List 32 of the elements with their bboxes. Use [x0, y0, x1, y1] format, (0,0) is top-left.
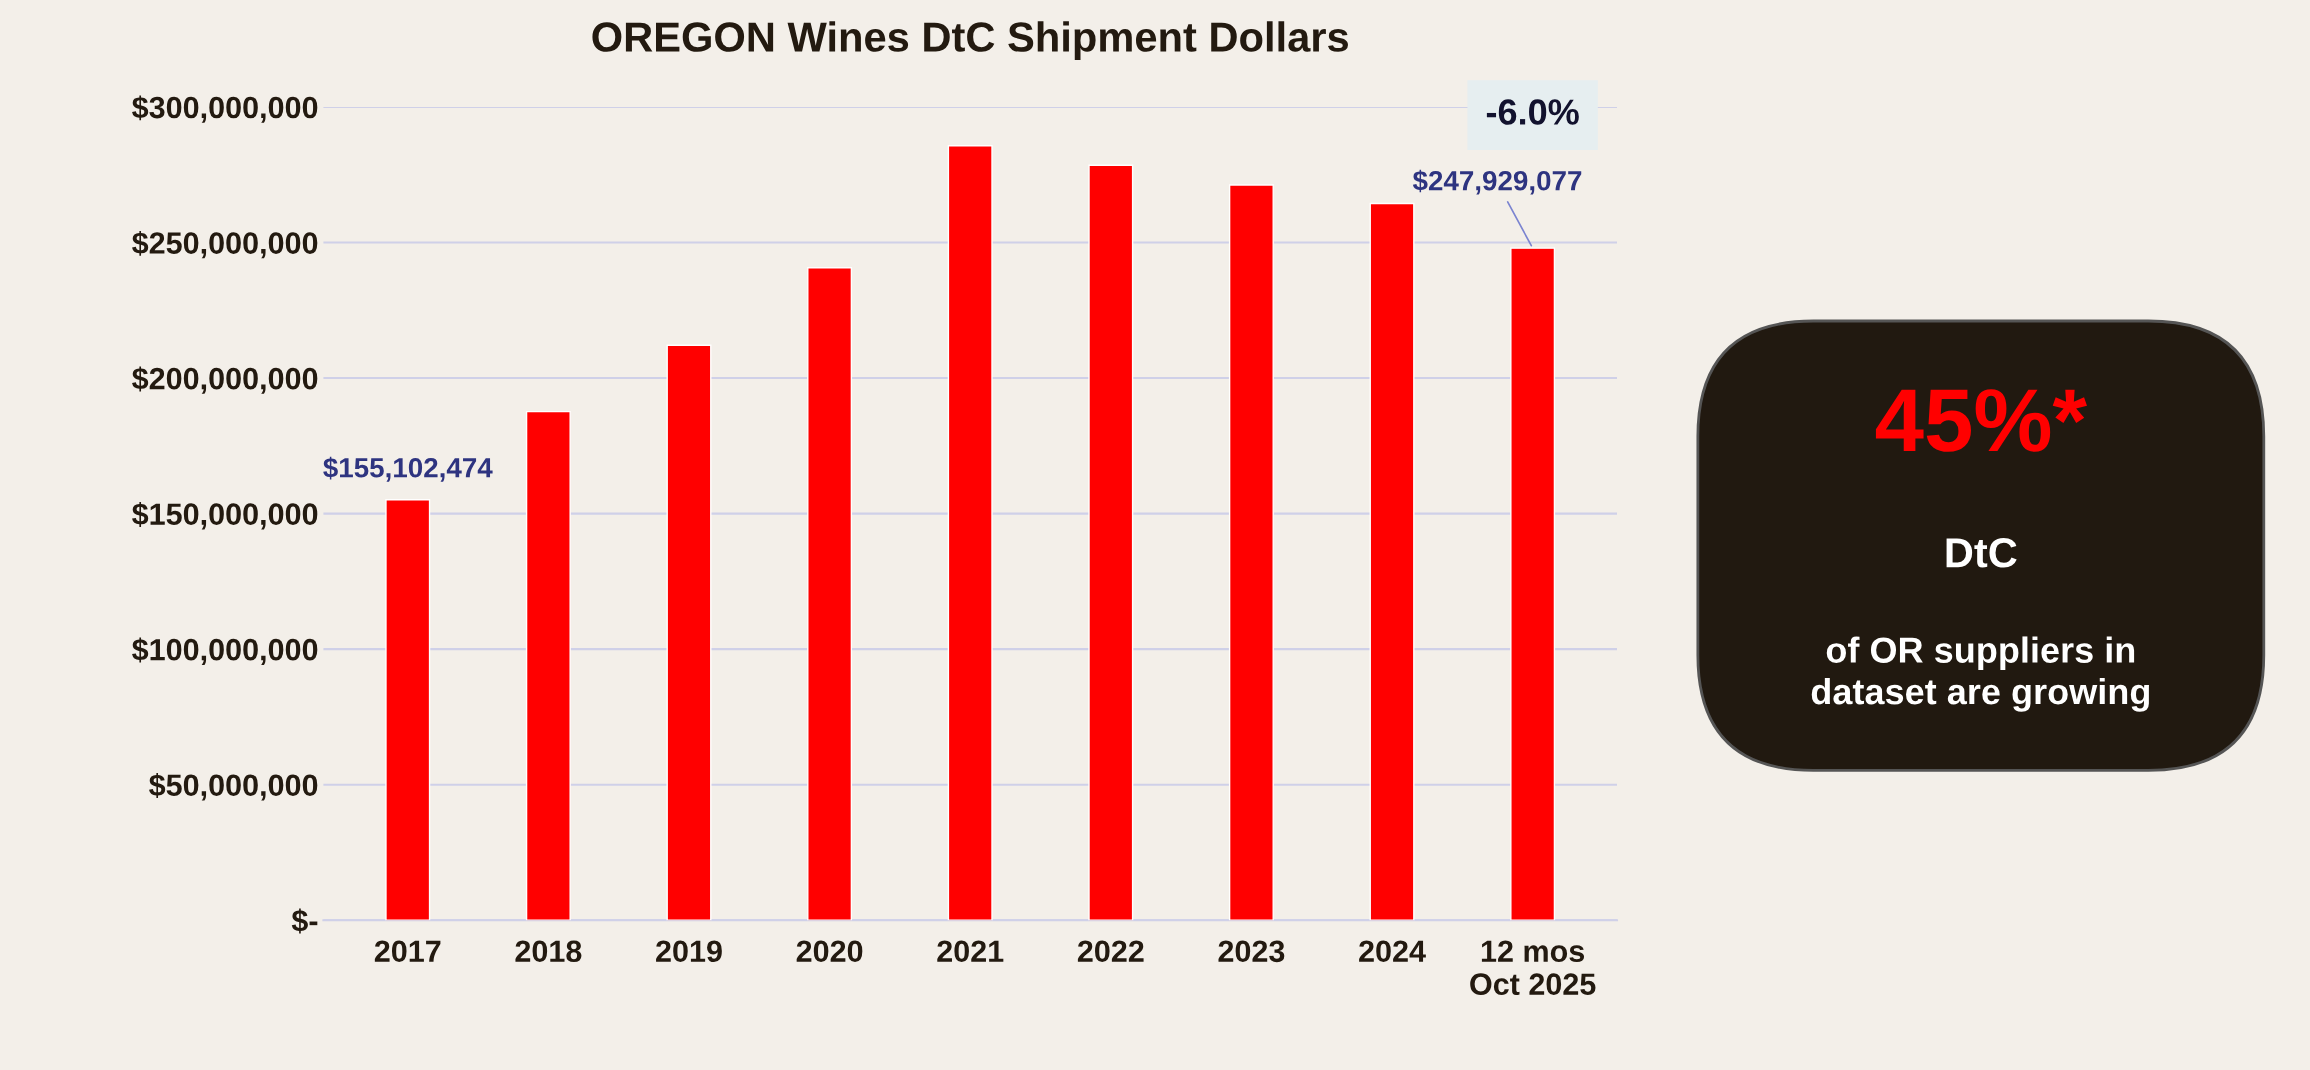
bar: [947, 145, 993, 921]
bar: [1088, 164, 1134, 921]
bar: [1369, 202, 1415, 921]
bar: [807, 267, 853, 921]
x-tick-label: 2021: [937, 940, 1004, 963]
chart-title: OREGON Wines DtC Shipment Dollars: [592, 21, 1348, 61]
x-tick-label: 2018: [515, 940, 582, 963]
x-tick-label: 12 mos Oct 2025: [1470, 940, 1596, 995]
bar: [666, 344, 712, 921]
x-tick-label: 2022: [1077, 940, 1144, 963]
bar: [1228, 184, 1274, 921]
text: of OR suppliers in dataset are growing: [1811, 636, 2149, 712]
y-tick-label: $50,000,000: [149, 773, 318, 801]
x-tick-label: 2017: [374, 940, 441, 963]
x-tick-label: 2024: [1359, 940, 1426, 963]
bar: [385, 499, 431, 921]
bar: [1510, 247, 1556, 921]
y-tick-label: $-: [291, 908, 318, 934]
text: 45%*: [1875, 389, 2087, 452]
y-tick-label: $100,000,000: [132, 637, 318, 665]
text: DtC: [1946, 538, 2017, 568]
x-tick-label: 2023: [1218, 940, 1285, 963]
bar: [525, 410, 571, 921]
y-tick-label: $150,000,000: [132, 501, 318, 530]
annotation: -6.0%: [1486, 99, 1579, 125]
y-tick-label: $250,000,000: [132, 230, 318, 259]
x-tick-label: 2019: [656, 940, 722, 963]
x-tick-label: 2020: [796, 940, 863, 963]
data-label: $155,102,474: [323, 456, 493, 482]
y-tick-label: $200,000,000: [132, 366, 318, 394]
y-tick-label: $300,000,000: [132, 95, 318, 123]
data-label: $247,929,077: [1412, 169, 1582, 195]
